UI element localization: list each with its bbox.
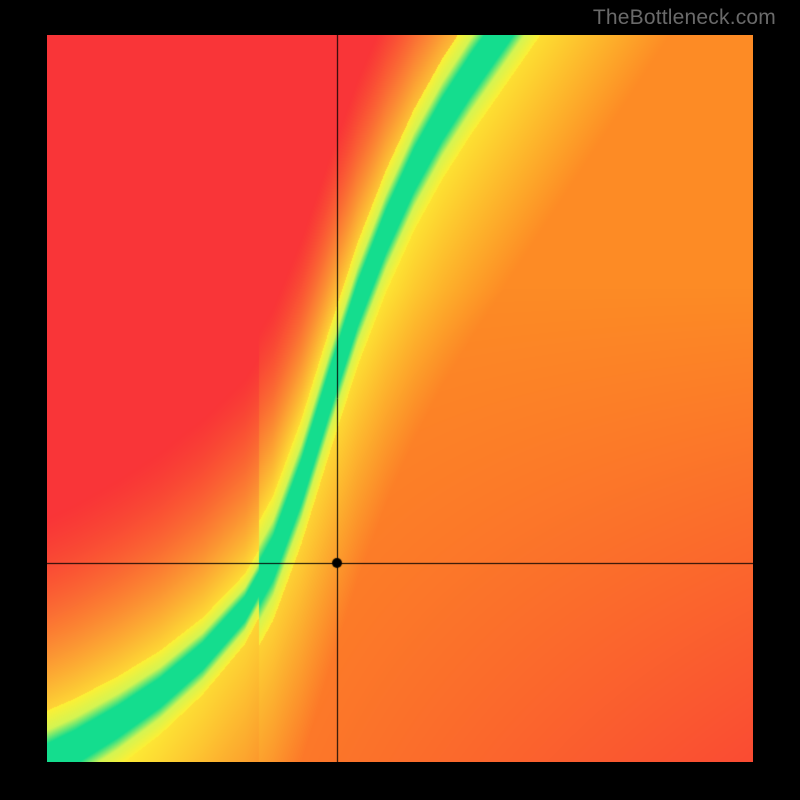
chart-container: TheBottleneck.com: [0, 0, 800, 800]
watermark-text: TheBottleneck.com: [593, 6, 776, 30]
bottleneck-heatmap: [47, 35, 753, 762]
